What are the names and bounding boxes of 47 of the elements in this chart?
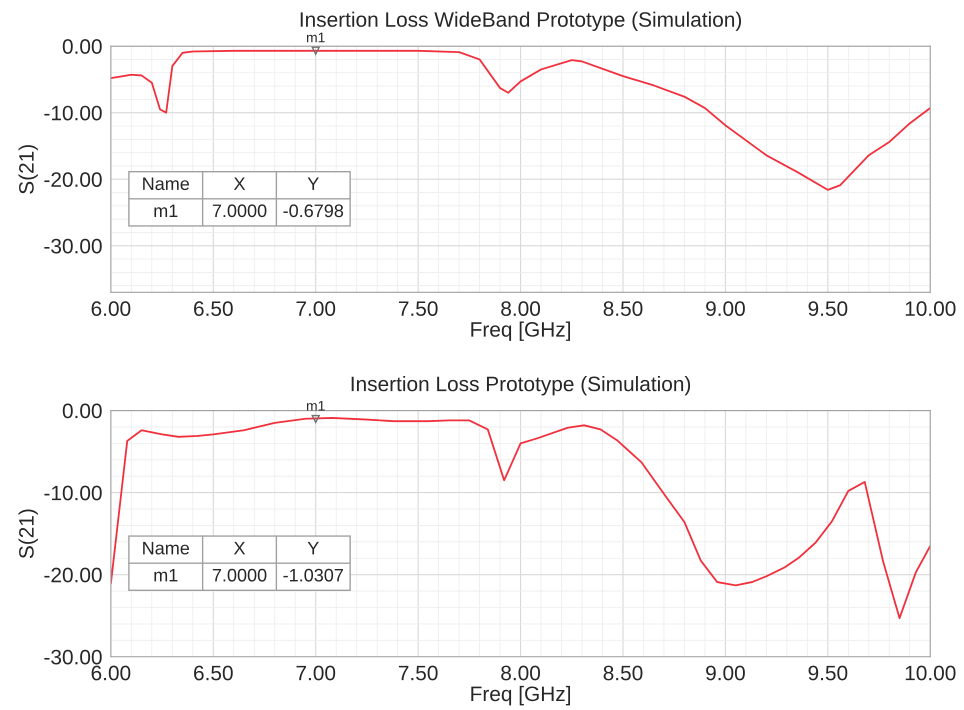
line-series [110,417,930,620]
x-tick-label: 6.50 [194,666,233,680]
x-tick-label: 10.00 [906,666,956,680]
annotation: m1 [154,568,178,582]
annotation: -1.0307 [283,568,343,582]
y-tick-label: -20.00 [44,568,102,582]
x-tick-label: 6.50 [194,301,233,316]
y-tick-label: 0.00 [62,404,102,418]
x-tick-label: 8.50 [604,301,642,316]
x-tick-label: 9.00 [706,301,745,316]
chart-title: Insertion Loss Prototype (Simulation) [352,376,690,396]
x-tick-label: 9.50 [808,666,848,680]
y-tick-label: -10.00 [44,106,102,120]
x-tick-label: 8.00 [501,666,540,680]
annotation: m1 [306,401,325,411]
y-tick-label: -30.00 [44,238,102,254]
annotation: X [234,542,246,554]
x-tick-label: 7.50 [398,666,438,680]
annotation: Y [308,178,319,190]
annotation: Name [143,178,190,190]
y-tick-label: -10.00 [44,486,102,500]
x-tick-label: 9.50 [808,301,848,316]
annotation: m1 [154,204,178,218]
chart-title: Insertion Loss WideBand Prototype (Simulation) [300,12,742,32]
x-tick-label: 8.00 [501,301,540,316]
x-tick-label: 6.00 [92,301,130,316]
y-axis-title: S(21) [18,509,38,558]
x-tick-label: 7.50 [398,301,438,316]
x-axis-title: Freq [GHz] [471,322,570,341]
y-axis-title: S(21) [18,145,38,194]
x-axis-title: Freq [GHz] [471,686,570,706]
y-tick-label: -20.00 [44,172,102,187]
x-tick-label: 10.00 [906,301,956,316]
x-tick-label: 7.00 [296,666,336,680]
annotation: Y [308,542,319,554]
y-tick-label: 0.00 [62,39,102,54]
annotation: X [234,178,246,190]
annotation: Name [143,542,190,554]
annotation: -0.6798 [283,204,344,218]
x-tick-label: 9.00 [706,666,745,680]
x-tick-label: 8.50 [604,666,642,680]
x-tick-label: 6.00 [92,666,130,680]
annotation: 7.0000 [212,568,266,582]
x-tick-label: 7.00 [296,301,336,316]
y-tick-label: -30.00 [44,650,102,665]
annotation: 7.0000 [212,204,266,218]
annotation: m1 [306,32,325,42]
